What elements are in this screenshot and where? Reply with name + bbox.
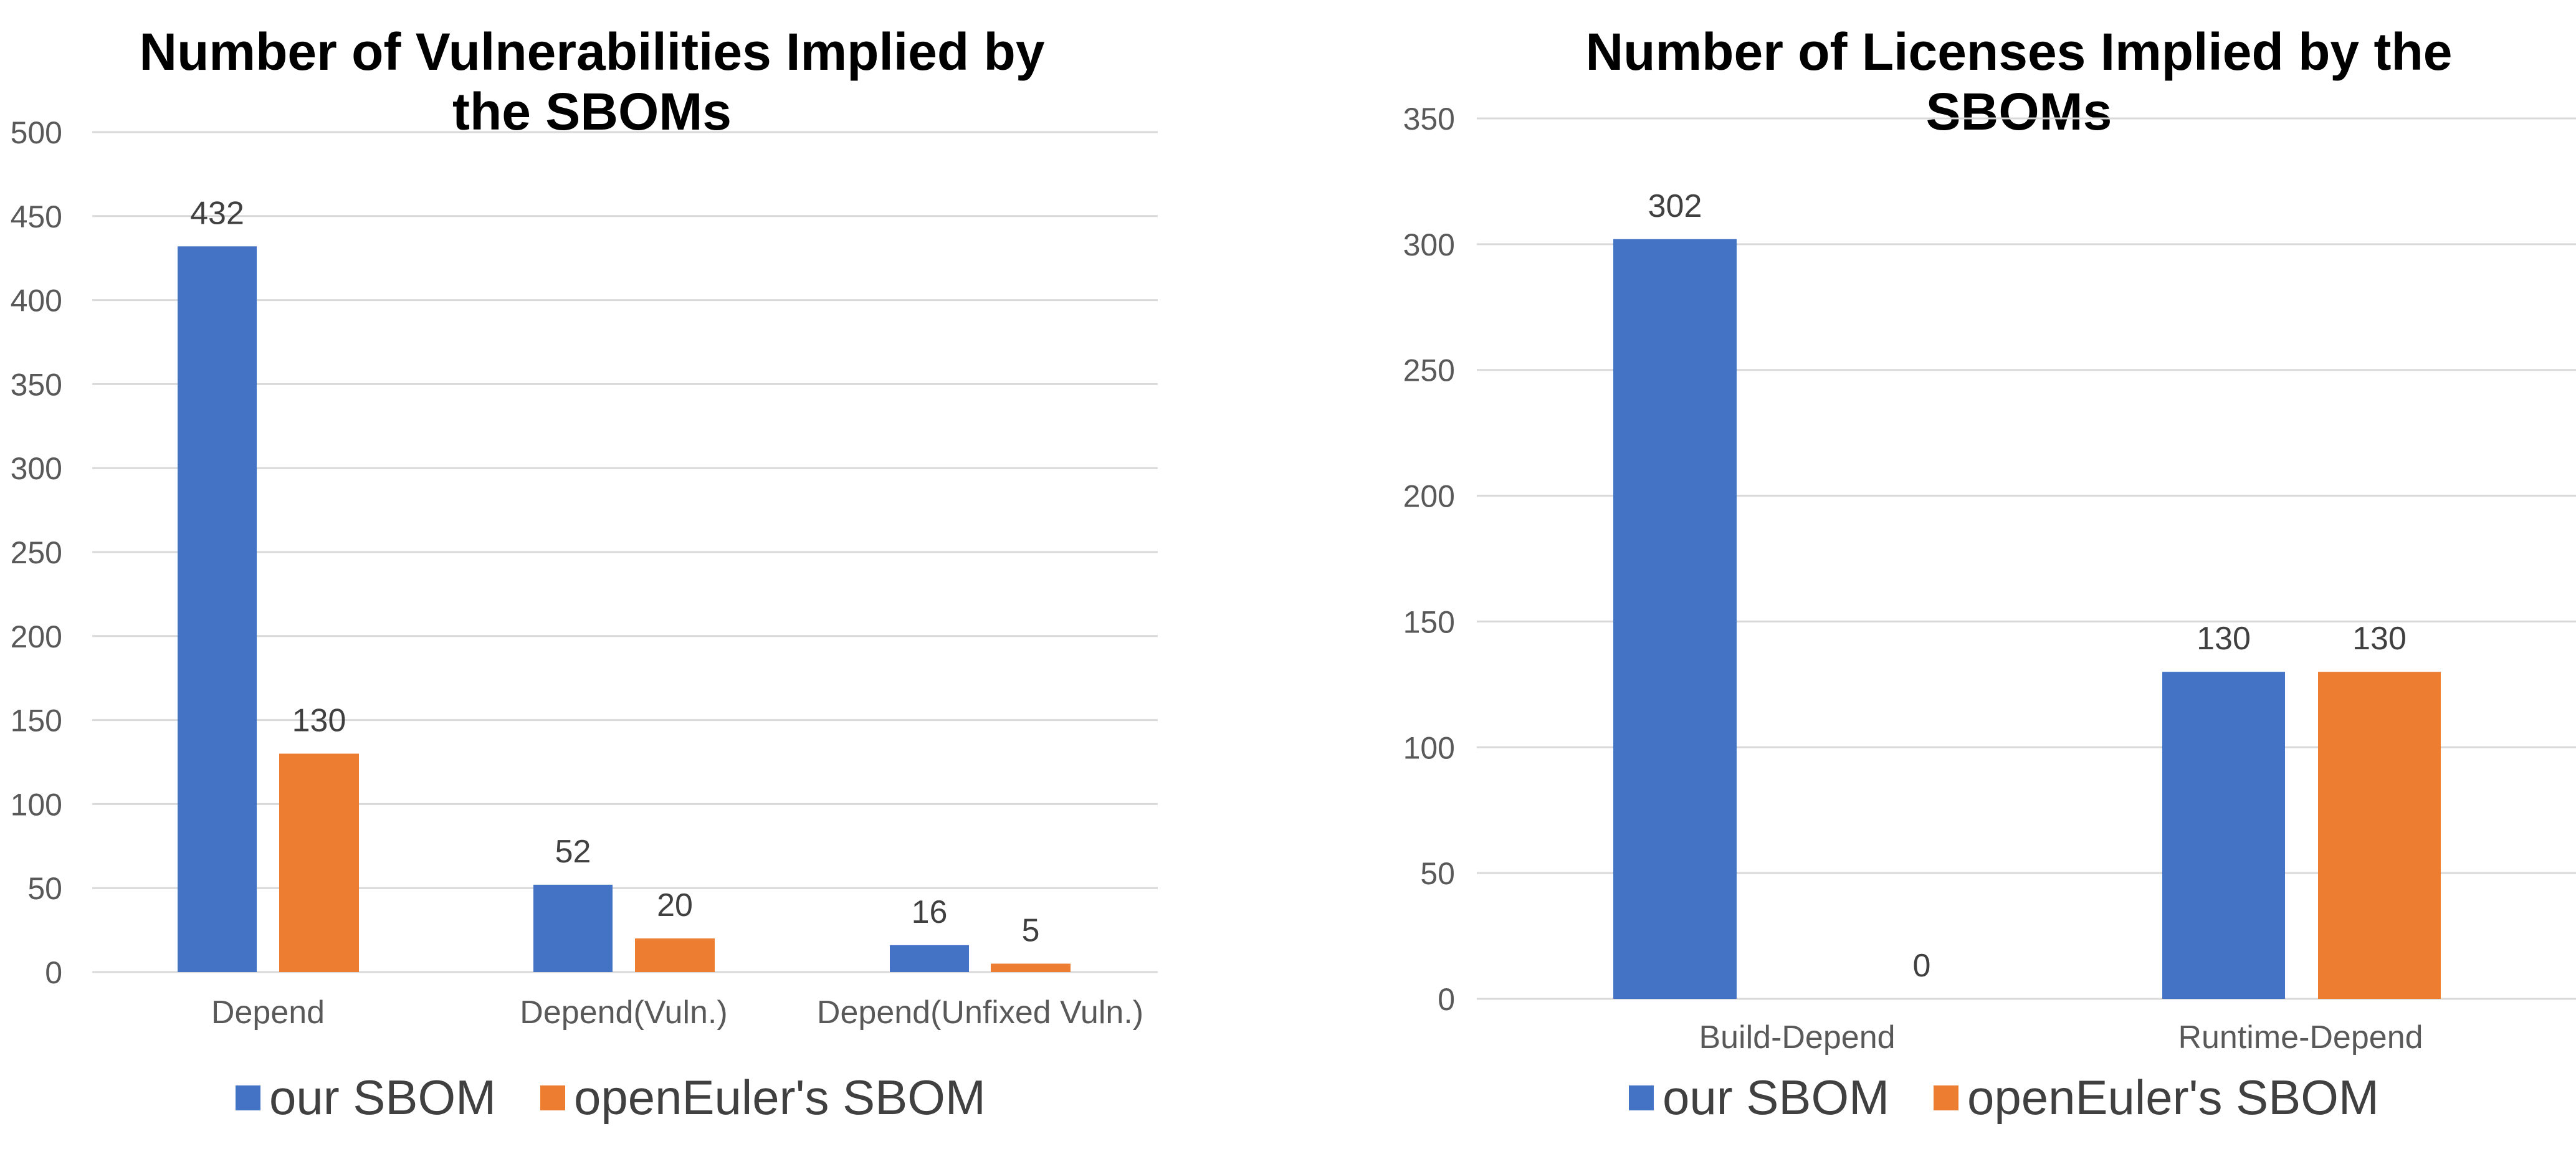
y-tick-label: 300 (11, 451, 62, 486)
y-tick-label: 400 (11, 284, 62, 318)
data-label-openeuler-s-sbom-depend-vuln: 20 (657, 887, 693, 923)
licenses-chart: Number of Licenses Implied by the SBOMs … (1403, 22, 2576, 1125)
bar-our-sbom-build-depend (1613, 239, 1737, 999)
y-tick-label: 100 (1403, 730, 1455, 765)
bar-openeuler-s-sbom-depend-vuln (635, 938, 715, 972)
data-label-openeuler-s-sbom-build-depend: 0 (1913, 948, 1931, 984)
legend: our SBOM openEuler's SBOM (1629, 1070, 2379, 1125)
y-tick-label: 500 (11, 115, 62, 150)
y-axis-ticks: 0 50 100 150 200 250 300 350 (1403, 102, 1455, 1017)
legend-label-openeuler-sbom: openEuler's SBOM (574, 1070, 986, 1125)
y-tick-label: 250 (11, 535, 62, 570)
x-category-label: Depend(Unfixed Vuln.) (817, 994, 1143, 1031)
y-tick-label: 0 (45, 955, 62, 990)
bar-our-sbom-depend-vuln (533, 884, 613, 972)
y-tick-label: 100 (11, 787, 62, 822)
bar-openeuler-s-sbom-runtime-depend (2318, 672, 2441, 999)
data-label-our-sbom-depend-vuln: 52 (555, 834, 591, 870)
y-tick-label: 250 (1403, 353, 1455, 388)
data-label-openeuler-s-sbom-runtime-depend: 130 (2352, 621, 2407, 657)
y-tick-label: 150 (1403, 604, 1455, 639)
bar-openeuler-s-sbom-depend-unfixed-vuln (991, 963, 1071, 972)
bar-marks (178, 246, 1071, 972)
bar-our-sbom-depend-unfixed-vuln (890, 945, 969, 972)
x-axis-categories: Build-Depend Runtime-Depend (1699, 1019, 2423, 1056)
legend-label-our-sbom: our SBOM (1662, 1070, 1889, 1125)
data-label-openeuler-s-sbom-depend-unfixed-vuln: 5 (1022, 913, 1040, 949)
chart-title-line-1: Number of Licenses Implied by the (1586, 22, 2453, 81)
data-labels: 432 130 52 20 16 5 (190, 195, 1039, 948)
data-labels: 302 0 130 130 (1648, 188, 2407, 984)
data-label-our-sbom-depend: 432 (190, 195, 244, 231)
y-tick-label: 300 (1403, 227, 1455, 262)
chart-title-line-2: SBOMs (1926, 82, 2112, 141)
legend-swatch-our-sbom (236, 1085, 260, 1110)
x-category-label: Depend(Vuln.) (520, 994, 727, 1031)
legend-label-our-sbom: our SBOM (269, 1070, 496, 1125)
legend-label-openeuler-sbom: openEuler's SBOM (1967, 1070, 2379, 1125)
x-axis-categories: Depend Depend(Vuln.) Depend(Unfixed Vuln.) (211, 994, 1143, 1031)
y-gridlines (92, 131, 1158, 973)
x-category-label: Depend (211, 994, 325, 1031)
legend-swatch-openeuler-sbom (1934, 1085, 1958, 1110)
y-tick-label: 50 (27, 871, 62, 906)
bar-our-sbom-runtime-depend (2162, 672, 2285, 999)
bar-our-sbom-depend (178, 246, 257, 972)
y-axis-ticks: 0 50 100 150 200 250 300 350 400 450 500 (11, 115, 62, 990)
y-tick-label: 50 (1420, 856, 1455, 891)
y-tick-label: 200 (11, 619, 62, 654)
y-tick-label: 0 (1438, 982, 1455, 1017)
y-tick-label: 150 (11, 703, 62, 738)
legend: our SBOM openEuler's SBOM (236, 1070, 986, 1125)
data-label-our-sbom-build-depend: 302 (1648, 188, 1702, 224)
x-category-label: Build-Depend (1699, 1019, 1895, 1056)
data-label-our-sbom-runtime-depend: 130 (2197, 621, 2251, 657)
legend-swatch-openeuler-sbom (540, 1085, 565, 1110)
chart-title-line-2: the SBOMs (452, 82, 732, 141)
data-label-our-sbom-depend-unfixed-vuln: 16 (912, 894, 948, 930)
vulnerabilities-chart: Number of Vulnerabilities Implied by the… (11, 22, 1158, 1125)
x-category-label: Runtime-Depend (2178, 1019, 2423, 1056)
bar-marks (1613, 239, 2441, 999)
bar-openeuler-s-sbom-depend (279, 753, 359, 972)
y-tick-label: 200 (1403, 479, 1455, 514)
data-label-openeuler-s-sbom-depend: 130 (292, 703, 346, 739)
chart-title-line-1: Number of Vulnerabilities Implied by (139, 22, 1044, 81)
y-tick-label: 450 (11, 199, 62, 234)
y-tick-label: 350 (11, 367, 62, 402)
y-tick-label: 350 (1403, 102, 1455, 136)
legend-swatch-our-sbom (1629, 1085, 1654, 1110)
